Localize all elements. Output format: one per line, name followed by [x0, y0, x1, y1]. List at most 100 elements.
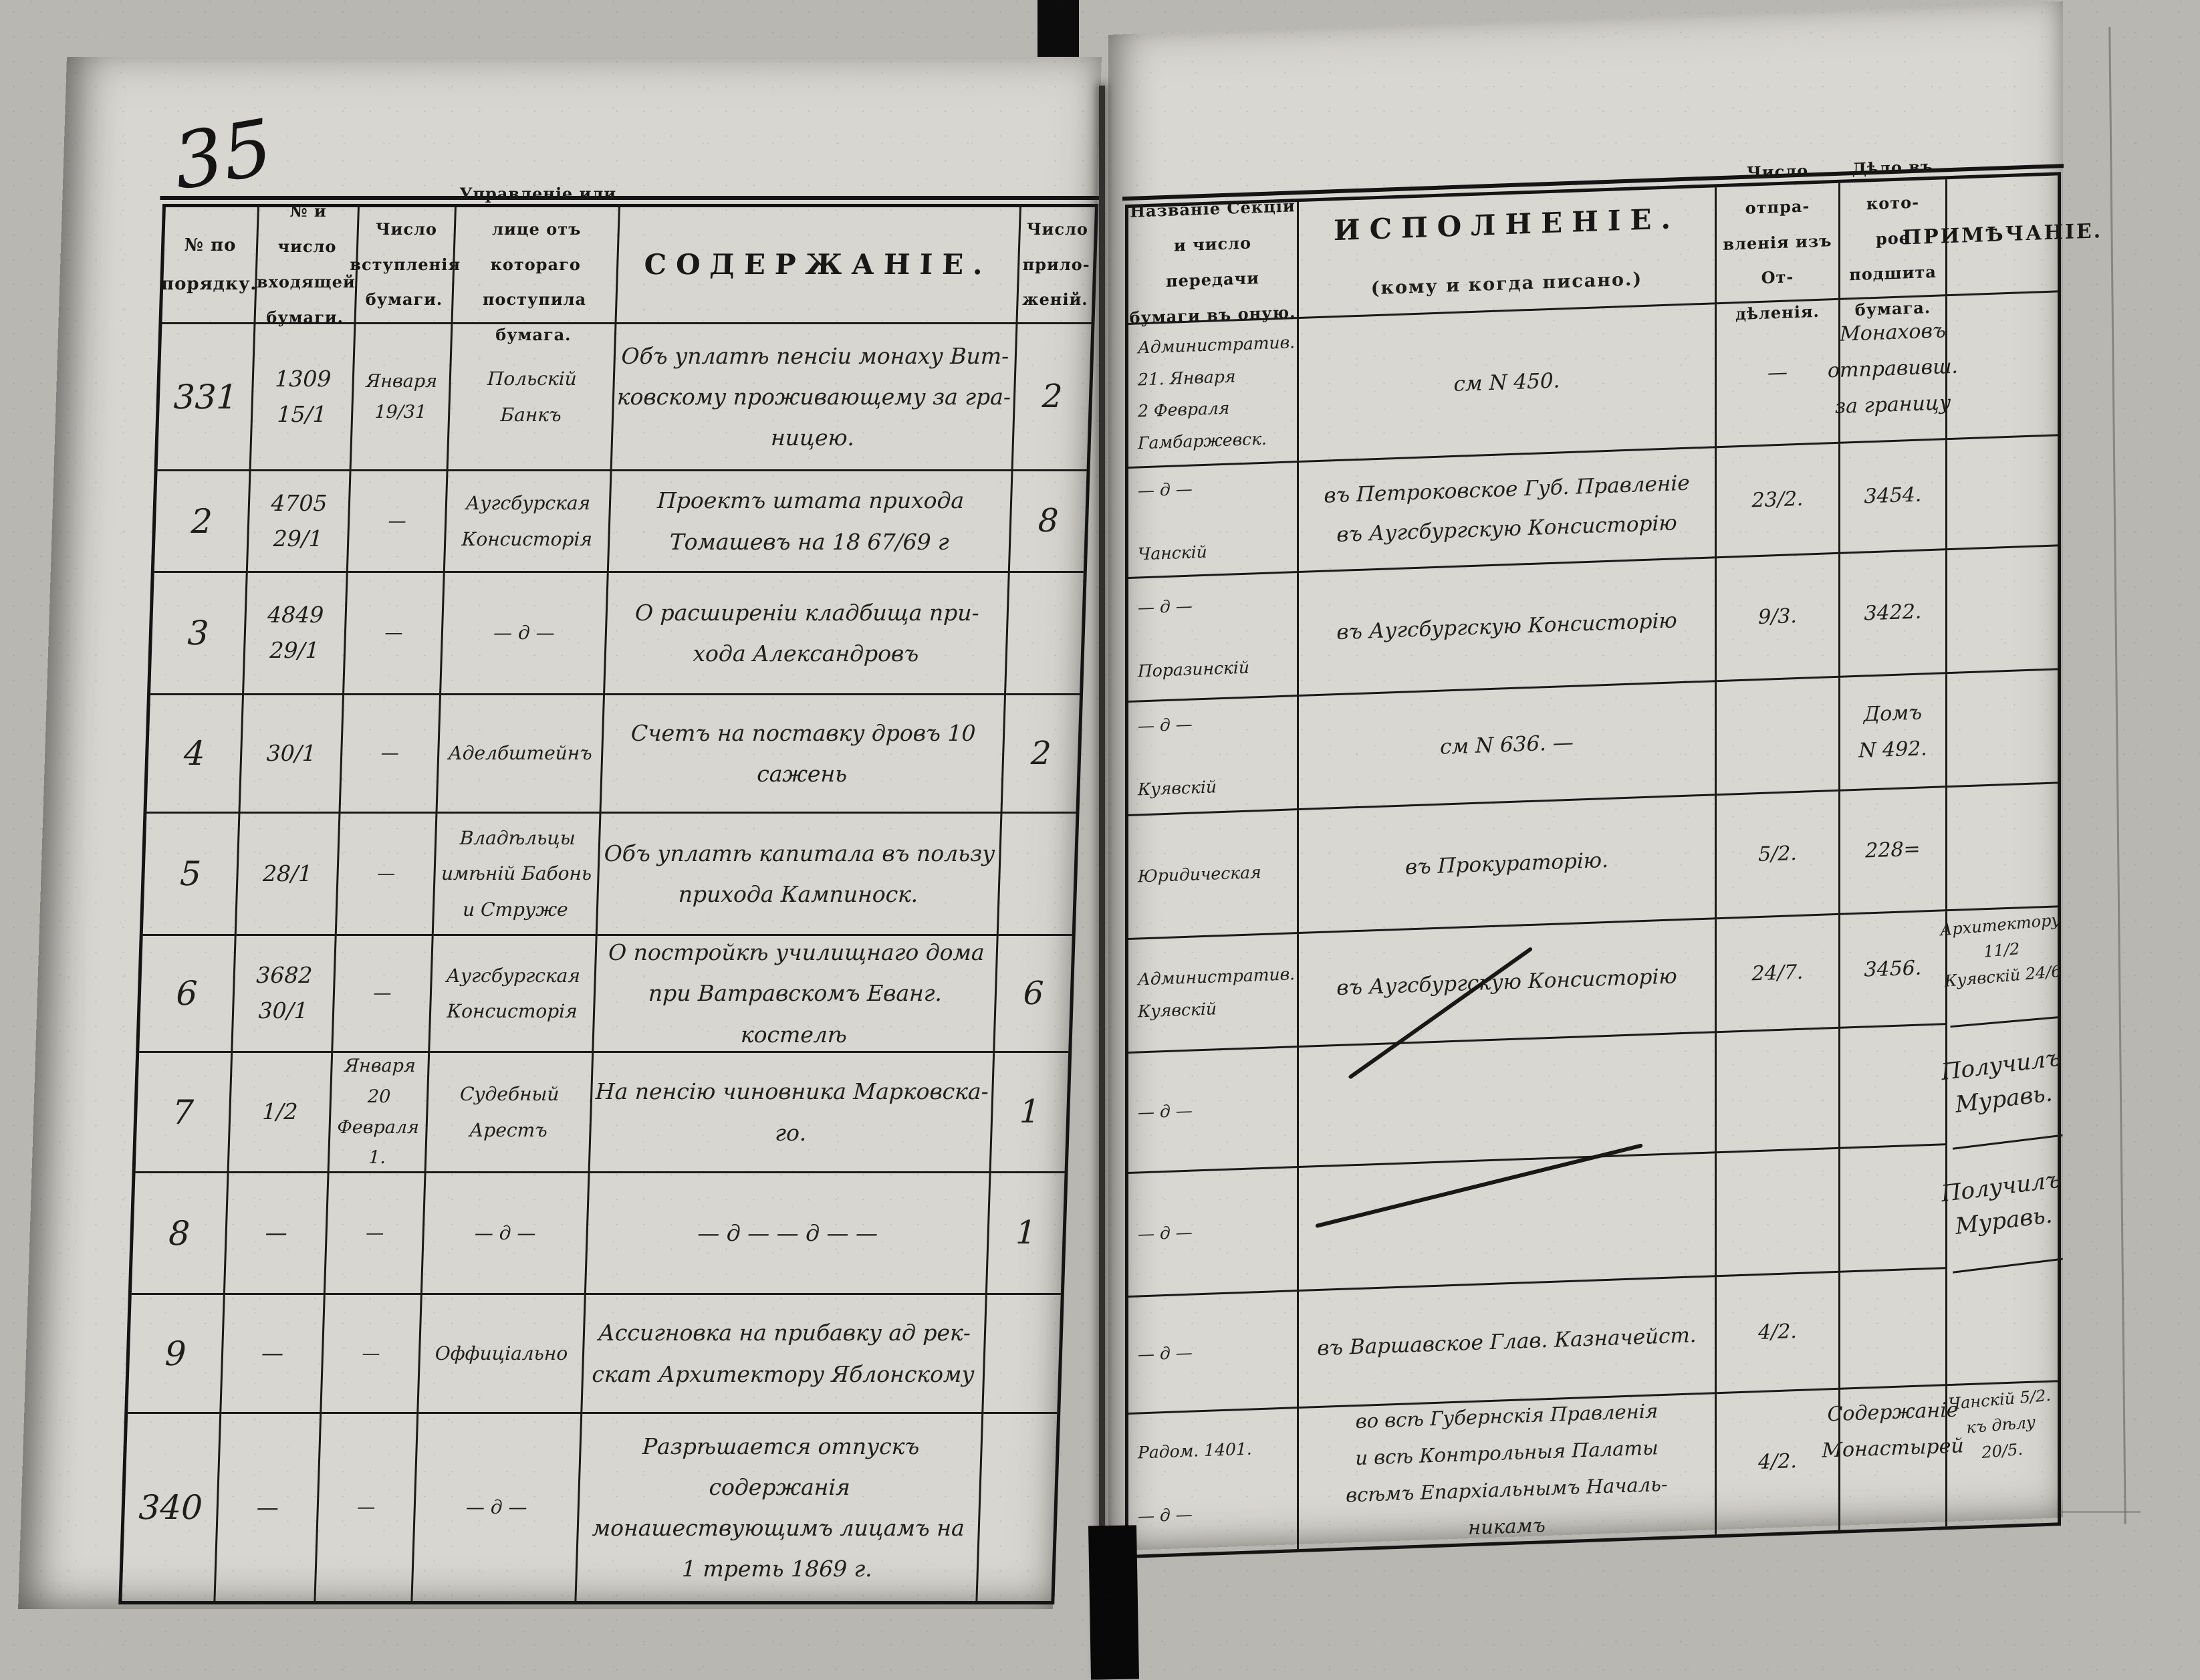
cell-execution: въ Прокураторію.: [1299, 796, 1717, 935]
cell-execution: во всѣ Губернскія Правленія и всѣ Контро…: [1299, 1394, 1717, 1550]
cell-incoming-no: 1/2: [229, 1053, 334, 1173]
cell-content: Ассигновка на прибавку ад рек- скат Архи…: [582, 1295, 987, 1414]
binding-gutter: [1099, 86, 1105, 1677]
header-note: ПРИМѢЧАНІЕ.: [1903, 175, 2102, 297]
cell-dispatch: 24/7.: [1717, 915, 1840, 1034]
header-execution: ИСПОЛНЕНІЕ. (кому и когда писано.): [1299, 187, 1717, 320]
header-incoming-no: № и число входящей бумаги.: [255, 201, 360, 327]
cell-note: [1947, 546, 2058, 675]
cell-note: [1947, 436, 2058, 551]
bottom-page-edge-line: [2060, 1511, 2141, 1513]
cell-execution: въ Аугсбургскую Консисторію: [1299, 919, 1717, 1048]
header-order-no: № по порядку.: [161, 207, 259, 324]
cell-file: 3456.: [1840, 911, 1947, 1029]
cell-execution: [1299, 1033, 1717, 1169]
cell-incoming-no: 28/1: [236, 814, 341, 936]
header-origin: Управленіе или лице отъ котораго поступи…: [453, 184, 620, 344]
cell-incoming-no: 3682 30/1: [233, 936, 337, 1053]
header-content: СОДЕРЖАНІЕ.: [616, 207, 1021, 324]
cell-note-signature: Получилъ Муравь.: [1940, 1136, 2063, 1274]
cell-section: — д —: [1128, 1168, 1299, 1298]
cell-note: Архитектору 11/2 Куявскій 24/6: [1939, 905, 2062, 1028]
cell-content: Счетъ на поставку дровъ 10 сажень: [601, 695, 1006, 814]
cell-origin: Судебный Арестъ: [426, 1053, 594, 1173]
cell-section: — д —: [1128, 1292, 1299, 1415]
binding-gutter-bottom: [1088, 1525, 1140, 1680]
cell-dispatch: [1717, 1149, 1840, 1278]
cell-section: — д — Куявскій: [1128, 697, 1299, 816]
cell-receipt-date: —: [333, 936, 434, 1053]
cell-section: — д —: [1128, 1048, 1299, 1174]
right-page-edge-line: [2108, 27, 2126, 1524]
cell-execution: см N 636. —: [1299, 682, 1717, 811]
cell-execution: въ Петроковское Губ. Правленіе въ Аугсбу…: [1299, 448, 1717, 574]
cell-note: [1947, 670, 2058, 788]
cell-content: О постройкѣ училищнаго дома при Ватравск…: [594, 936, 999, 1053]
cell-attachments: [1005, 573, 1084, 695]
cell-file: 3422.: [1840, 550, 1947, 678]
cell-content: На пенсію чиновника Марковска- го.: [590, 1053, 995, 1173]
cell-dispatch: 5/2.: [1717, 791, 1840, 920]
cell-incoming-no: —: [225, 1173, 330, 1295]
cell-file: [1840, 1145, 1947, 1273]
cell-execution: въ Аугсбургскую Консисторію: [1299, 558, 1717, 697]
cell-attachments: [977, 1414, 1057, 1601]
cell-execution: въ Варшавское Глав. Казначейст.: [1299, 1277, 1717, 1409]
right-page: Названіе Секціи и число передачи бумаги …: [1108, 1, 2102, 1559]
cell-origin: Польскій Банкъ: [448, 324, 617, 471]
cell-content: Разрѣшается отпускъ содержанія монашеств…: [576, 1414, 984, 1601]
cell-file: Домъ N 492.: [1840, 674, 1947, 792]
header-section: Названіе Секціи и число передачи бумаги …: [1128, 197, 1299, 328]
cell-receipt-date: Января 19/31: [351, 324, 453, 471]
cell-section: Юридическая: [1128, 810, 1299, 940]
cell-section: Административ. Куявскій: [1128, 934, 1299, 1054]
cell-content: Объ уплатѣ пенсіи монаху Вит- ковскому п…: [612, 324, 1018, 471]
cell-attachments: 1: [991, 1053, 1069, 1173]
cell-receipt-date: —: [340, 695, 441, 814]
cell-file: [1840, 1269, 1947, 1390]
cell-content: О расширеніи кладбища при- хода Александ…: [604, 573, 1010, 695]
cell-receipt-date: —: [316, 1414, 419, 1601]
cell-attachments: [983, 1295, 1061, 1414]
cell-order-no: 340: [122, 1414, 222, 1601]
cell-origin: Аугсбургская Консисторія: [430, 936, 598, 1053]
right-register-table: Названіе Секціи и число передачи бумаги …: [1125, 156, 2102, 1559]
cell-dispatch: [1717, 1028, 1840, 1154]
cell-origin: — д —: [441, 573, 609, 695]
cell-section: — д — Чанскій: [1128, 463, 1299, 579]
cell-file: 3454.: [1840, 440, 1947, 554]
cell-execution: см N 450.: [1299, 304, 1717, 463]
cell-incoming-no: 4849 29/1: [243, 573, 348, 695]
cell-origin: Аделбштейнъ: [437, 695, 605, 814]
cell-dispatch: 23/2.: [1717, 443, 1840, 559]
cell-note: [1947, 292, 2058, 441]
cell-content: Проектъ штата прихода Томашевъ на 18 67/…: [608, 471, 1013, 573]
cell-receipt-date: Января 20 Февраля 1.: [329, 1053, 431, 1173]
cell-order-no: 2: [154, 471, 251, 573]
cell-file: Монаховъ отправивш. за границу: [1828, 296, 1958, 444]
cell-file: [1840, 1025, 1947, 1149]
cell-order-no: 8: [131, 1173, 229, 1295]
cell-execution: [1299, 1153, 1717, 1292]
cell-attachments: 1: [987, 1173, 1065, 1295]
left-register-table: № по порядку. № и число входящей бумаги.…: [118, 184, 1099, 1604]
cell-section: — д — Поразинскій: [1128, 573, 1299, 703]
left-page: 35 № по порядку. № и число входящей бума…: [18, 57, 1102, 1609]
header-attachments: Число прило- женій.: [1017, 207, 1095, 324]
cell-note-signature: Получилъ Муравь.: [1940, 1016, 2063, 1150]
cell-origin: Оффиціально: [418, 1295, 586, 1414]
cell-attachments: 8: [1009, 471, 1087, 573]
cell-note: Чанскій 5/2. къ дѣлу 20/5.: [1947, 1385, 2052, 1462]
cell-section: Административ. 21. Января 2 Февраля Гамб…: [1128, 319, 1299, 469]
cell-origin: — д —: [412, 1414, 583, 1601]
cell-section: Радом. 1401. — д —: [1128, 1409, 1299, 1555]
cell-attachments: 2: [1002, 695, 1080, 814]
cell-order-no: 6: [139, 936, 237, 1053]
cell-dispatch: —: [1717, 299, 1840, 449]
cell-attachments: 2: [1013, 324, 1092, 471]
cell-origin: Владѣльцы имѣній Бабонь и Струже: [433, 814, 602, 936]
cell-order-no: 331: [157, 324, 256, 471]
cell-file: Содержаніе Монастырей: [1822, 1386, 1964, 1530]
cell-order-no: 9: [128, 1295, 225, 1414]
